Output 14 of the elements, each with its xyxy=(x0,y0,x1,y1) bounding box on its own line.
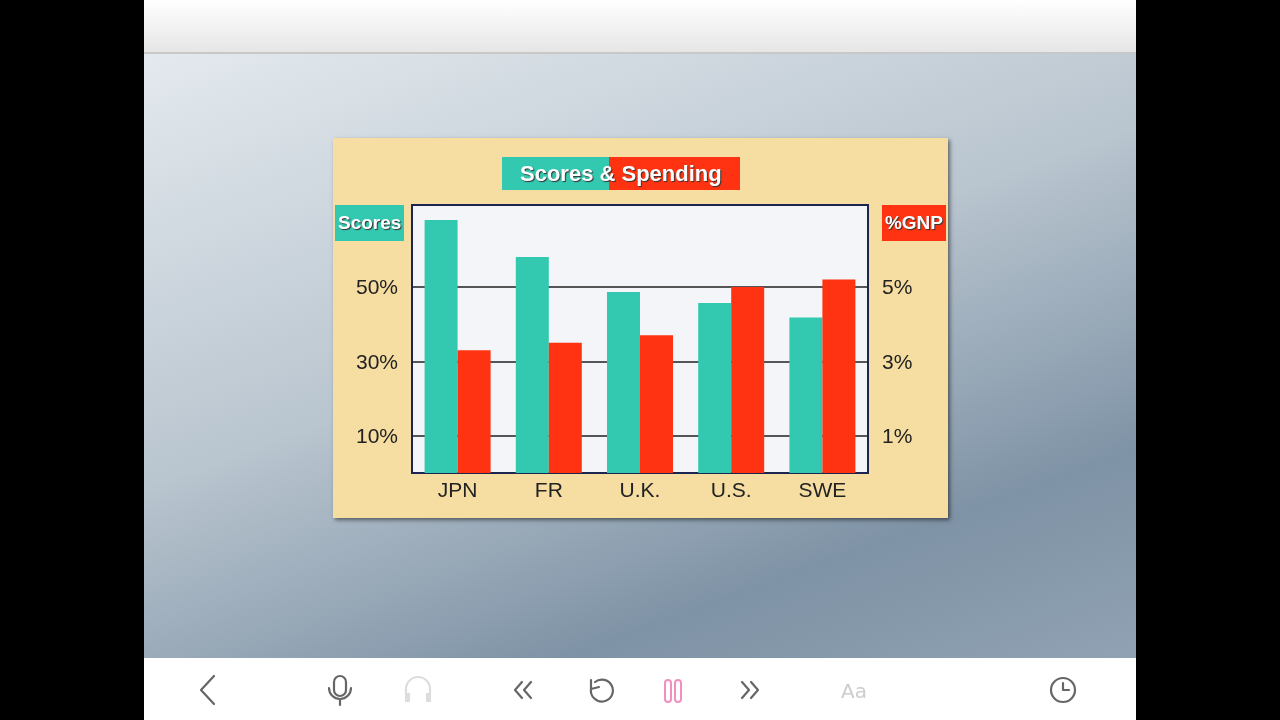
x-tick-label: SWE xyxy=(798,478,847,501)
y2-axis-title: %GNP xyxy=(881,205,946,241)
y2-tick-label: 1% xyxy=(882,424,913,448)
bar xyxy=(424,219,458,473)
y2-tick-label: 3% xyxy=(882,349,913,373)
y2-tick-label: 5% xyxy=(882,275,913,299)
y-axis-title: Scores xyxy=(335,205,405,241)
y-tick-label: 50% xyxy=(355,275,398,299)
x-tick-label: FR xyxy=(534,478,563,501)
x-tick-label: U.S. xyxy=(710,478,752,501)
y-tick-label: 30% xyxy=(355,349,398,373)
y-tick-label: 10% xyxy=(355,424,398,448)
x-tick-label: U.K. xyxy=(619,478,661,501)
x-tick-label: JPN xyxy=(437,478,478,501)
